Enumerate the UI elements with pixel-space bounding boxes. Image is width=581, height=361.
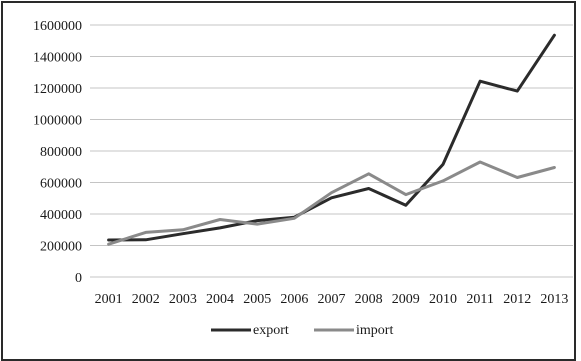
y-tick-label: 1000000: [33, 114, 82, 129]
x-tick-label: 2005: [243, 292, 271, 307]
y-tick-label: 200000: [40, 240, 82, 255]
y-tick-label: 1600000: [33, 19, 82, 34]
x-tick-label: 2004: [206, 292, 234, 307]
series-line-export: [107, 33, 556, 242]
legend-label-import: import: [356, 323, 393, 338]
series-lines: [107, 33, 556, 246]
y-tick-label: 600000: [40, 177, 82, 192]
x-tick-label: 2013: [540, 292, 568, 307]
x-tick-label: 2009: [392, 292, 420, 307]
line-chart: 0 200000 400000 600000 800000 1000000 1200000 1…: [33, 19, 573, 338]
y-tick-label: 400000: [40, 208, 82, 223]
x-axis-tick-labels: 2001 2002 2003 2004 2005 2006 2007 2008 2009 2010…: [95, 292, 569, 307]
y-tick-label: 800000: [40, 145, 82, 160]
x-tick-label: 2003: [169, 292, 197, 307]
y-axis-tick-labels: 0 200000 400000 600000 800000 1000000 1200000 1…: [33, 19, 82, 286]
y-tick-label: 1400000: [33, 51, 82, 66]
x-tick-label: 2010: [429, 292, 457, 307]
gridlines: [90, 24, 573, 278]
legend-label-export: export: [253, 323, 289, 338]
legend: export import: [211, 323, 393, 338]
x-tick-label: 2011: [466, 292, 493, 307]
y-tick-label: 0: [75, 271, 82, 286]
x-tick-label: 2002: [132, 292, 160, 307]
x-tick-label: 2007: [318, 292, 346, 307]
series-line-import: [107, 160, 556, 246]
x-tick-label: 2012: [503, 292, 531, 307]
x-tick-label: 2008: [355, 292, 383, 307]
x-tick-label: 2006: [280, 292, 308, 307]
x-tick-label: 2001: [95, 292, 123, 307]
y-tick-label: 1200000: [33, 82, 82, 97]
